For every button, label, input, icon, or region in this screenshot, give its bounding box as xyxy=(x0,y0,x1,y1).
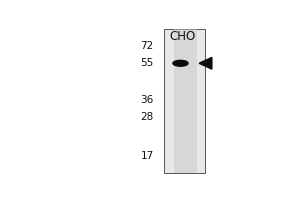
Text: CHO: CHO xyxy=(170,30,196,43)
Text: 17: 17 xyxy=(140,151,154,161)
Bar xyxy=(164,29,205,173)
Polygon shape xyxy=(199,57,212,69)
Text: 36: 36 xyxy=(140,95,154,105)
Text: 72: 72 xyxy=(140,41,154,51)
Text: 55: 55 xyxy=(140,58,154,68)
Ellipse shape xyxy=(173,60,188,66)
Text: 28: 28 xyxy=(140,112,154,122)
Bar xyxy=(174,29,197,173)
